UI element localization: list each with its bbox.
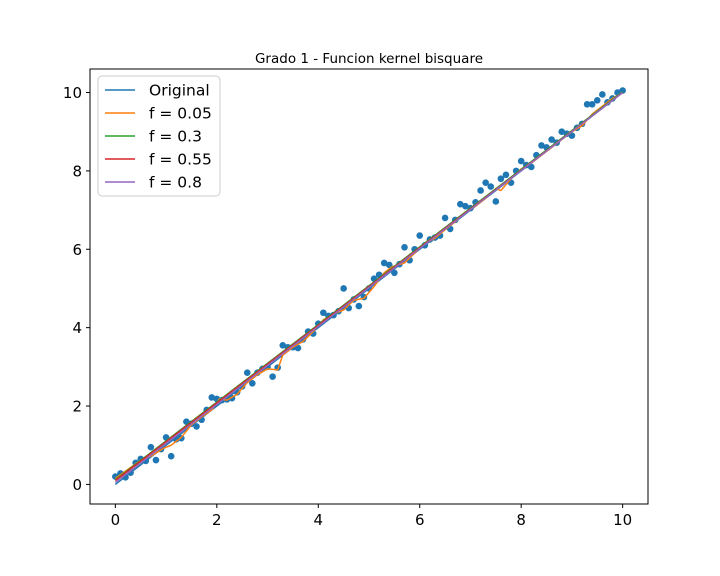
- x-tick-label: 4: [313, 511, 323, 529]
- data-point: [517, 157, 525, 165]
- y-tick-label: 2: [72, 398, 82, 416]
- legend-label-1: f = 0.05: [149, 105, 212, 123]
- data-point: [380, 259, 388, 267]
- data-point: [385, 261, 393, 269]
- data-point: [147, 443, 155, 451]
- series-line-4: [114, 91, 624, 484]
- data-point: [152, 456, 160, 464]
- y-tick-label: 0: [72, 476, 82, 494]
- data-point: [599, 91, 606, 98]
- data-point: [294, 344, 302, 352]
- legend: Original f = 0.05 f = 0.3 f = 0.55 f = 0.8: [97, 75, 221, 197]
- data-point: [462, 202, 469, 210]
- x-tick-label: 0: [111, 511, 121, 529]
- data-point: [320, 309, 327, 317]
- data-point: [441, 214, 449, 222]
- data-point: [538, 142, 545, 149]
- axis-ticks: 0 2 4 6 8 10 0 2 4 6 8 10: [63, 84, 632, 529]
- x-tick-label: 10: [613, 511, 632, 529]
- legend-label-4: f = 0.8: [149, 174, 202, 192]
- data-point: [340, 285, 347, 292]
- data-point: [193, 423, 200, 430]
- data-point: [497, 175, 505, 183]
- y-tick-label: 4: [72, 319, 82, 337]
- data-point: [279, 341, 287, 349]
- data-point: [249, 379, 256, 387]
- data-point: [355, 302, 363, 310]
- y-tick-label: 8: [72, 162, 82, 180]
- x-tick-label: 6: [415, 511, 425, 529]
- legend-label-3: f = 0.55: [149, 151, 212, 169]
- data-point: [558, 128, 566, 136]
- data-point: [588, 100, 596, 108]
- data-point: [583, 100, 591, 108]
- axes-frame: [89, 68, 649, 505]
- data-point: [391, 269, 398, 277]
- legend-label-2: f = 0.3: [149, 128, 202, 146]
- data-point: [269, 373, 276, 380]
- data-point: [482, 179, 489, 186]
- data-point: [167, 452, 175, 460]
- plot-area: [112, 87, 626, 486]
- data-point: [401, 244, 408, 251]
- data-point: [593, 97, 601, 104]
- data-point: [457, 200, 464, 208]
- data-point: [243, 369, 251, 377]
- chart-title: Grado 1 - Funcion kernel bisquare: [255, 51, 483, 67]
- legend-label-0: Original: [149, 82, 210, 100]
- y-tick-label: 6: [72, 241, 82, 259]
- data-point: [568, 132, 576, 139]
- data-point: [487, 183, 495, 190]
- x-tick-label: 2: [212, 511, 222, 529]
- legend-frame: [97, 75, 221, 197]
- x-tick-label: 8: [516, 511, 526, 529]
- data-point: [416, 232, 424, 239]
- data-point: [528, 163, 535, 171]
- data-point: [548, 136, 555, 143]
- data-point: [492, 198, 500, 205]
- data-point: [208, 394, 216, 401]
- data-point: [502, 171, 510, 179]
- y-tick-label: 10: [63, 84, 82, 102]
- data-point: [477, 187, 484, 194]
